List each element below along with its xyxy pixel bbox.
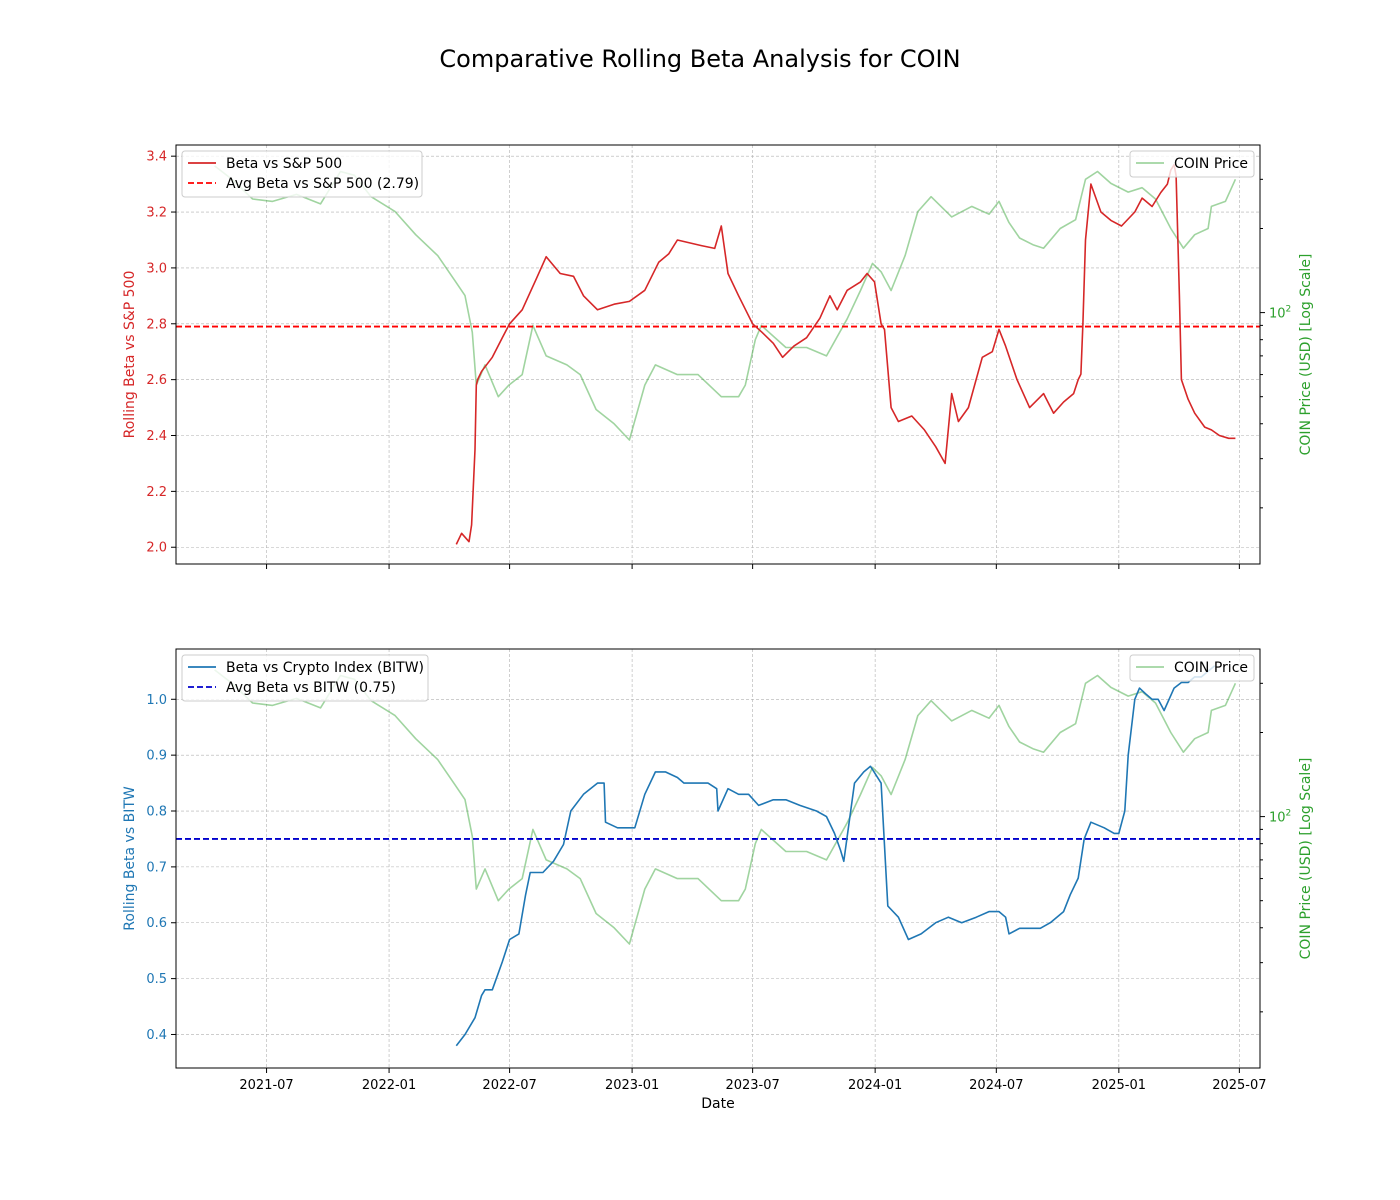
beta-series-line: [455, 665, 1216, 1047]
y-tick-label: 1.0: [146, 693, 167, 708]
y-tick-label: 2.0: [146, 541, 167, 556]
panel-sp500-frame: [175, 144, 1261, 565]
panel-bitw: 0.40.50.60.70.80.91.0 102 2021-07 2022-01…: [122, 648, 1314, 1112]
y-tick-label: 0.6: [146, 916, 167, 931]
x-tick-label: 2025-01: [1092, 1078, 1146, 1093]
legend-label-avg-sp500: Avg Beta vs S&P 500 (2.79): [226, 176, 419, 192]
x-tick-label: 2023-07: [725, 1078, 779, 1093]
panel-bitw-y-label: Rolling Beta vs BITW: [122, 786, 138, 931]
y-tick-label: 3.2: [146, 206, 167, 221]
legend-box: [1129, 654, 1255, 682]
x-axis-label: Date: [701, 1096, 734, 1112]
panel-bitw-legend: Beta vs Crypto Index (BITW) Avg Beta vs …: [181, 654, 429, 702]
panel-sp500-legend: Beta vs S&P 500 Avg Beta vs S&P 500 (2.7…: [181, 150, 423, 198]
panel-bitw-beta-layer: [455, 665, 1216, 1047]
panel-bitw-frame: [175, 648, 1261, 1069]
panel-sp500-price-layer: [214, 165, 1237, 441]
y-tick-label: 0.8: [146, 805, 167, 820]
legend-box: [1129, 150, 1255, 178]
panel-sp500-grid: [176, 145, 1260, 564]
right-tick-exponent: 2: [1286, 305, 1292, 315]
x-tick-label: 2022-01: [362, 1078, 416, 1093]
panel-sp500-y-ticks: 2.0 2.2 2.4 2.6 2.8 3.0 3.2 3.4: [146, 150, 176, 556]
beta-series-line: [455, 163, 1236, 545]
y-tick-label: 0.4: [146, 1028, 167, 1043]
y-tick-label: 2.2: [146, 485, 167, 500]
x-tick-label: 2022-07: [482, 1078, 536, 1093]
legend-label-avg-bitw: Avg Beta vs BITW (0.75): [226, 680, 396, 696]
y-tick-label: 3.0: [146, 261, 167, 276]
panel-sp500: 2.02.22.42.62.83.03.23.4 102 Rolling Bet…: [122, 144, 1314, 569]
x-tick-label: 2021-07: [239, 1078, 293, 1093]
panel-bitw-price-legend: COIN Price: [1129, 654, 1255, 682]
panel-sp500-price-legend: COIN Price: [1129, 150, 1255, 178]
panel-sp500-price-axis-label: COIN Price (USD) [Log Scale]: [1298, 254, 1314, 456]
y-tick-label: 3.4: [146, 150, 167, 165]
coin-price-line: [214, 165, 1237, 441]
figure-title: Comparative Rolling Beta Analysis for CO…: [439, 45, 960, 73]
legend-box: [181, 654, 429, 702]
y-tick-label: 0.7: [146, 860, 167, 875]
legend-label-beta-bitw: Beta vs Crypto Index (BITW): [226, 660, 424, 676]
panel-bitw-y-ticks: 0.4 0.5 0.6 0.7 0.8 0.9 1.0: [146, 693, 176, 1043]
y-tick-label: 2.6: [146, 373, 167, 388]
y-tick-label: 2.8: [146, 317, 167, 332]
legend-label-price: COIN Price: [1174, 156, 1248, 172]
panel-bitw-price-axis-label: COIN Price (USD) [Log Scale]: [1298, 758, 1314, 960]
coin-price-line: [214, 669, 1237, 945]
panel-sp500-beta-layer: [455, 163, 1236, 545]
x-tick-label: 2025-07: [1212, 1078, 1266, 1093]
panel-bitw-x-ticks: 2021-07 2022-01 2022-07 2023-01 2023-07 2024-…: [239, 1068, 1267, 1093]
legend-box: [181, 150, 423, 198]
panel-sp500-x-ticks: [266, 564, 1240, 569]
y-tick-label: 0.5: [146, 972, 167, 987]
x-tick-label: 2024-07: [969, 1078, 1023, 1093]
y-tick-label: 2.4: [146, 429, 167, 444]
panel-bitw-price-layer: [214, 669, 1237, 945]
x-tick-label: 2024-01: [848, 1078, 902, 1093]
legend-label-price: COIN Price: [1174, 660, 1248, 676]
right-tick-exponent: 2: [1286, 809, 1292, 819]
x-tick-label: 2023-01: [605, 1078, 659, 1093]
panel-sp500-y-label: Rolling Beta vs S&P 500: [122, 271, 138, 439]
legend-label-beta-sp500: Beta vs S&P 500: [226, 156, 342, 172]
y-tick-label: 0.9: [146, 749, 167, 764]
